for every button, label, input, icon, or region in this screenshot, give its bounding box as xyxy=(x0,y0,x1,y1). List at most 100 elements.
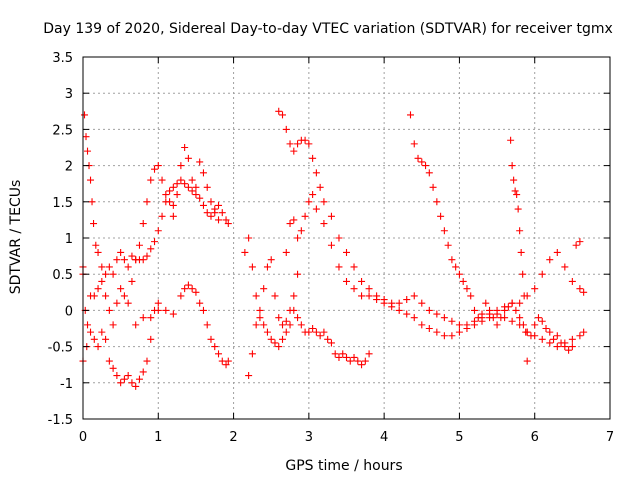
data-point xyxy=(275,343,283,351)
data-point xyxy=(294,314,302,322)
data-point xyxy=(203,183,211,191)
data-point xyxy=(105,263,113,271)
data-point xyxy=(267,256,275,264)
y-tick-label: -0.5 xyxy=(48,341,73,356)
data-point xyxy=(455,270,463,278)
data-point xyxy=(184,154,192,162)
data-point xyxy=(510,176,518,184)
y-tick-label: 1 xyxy=(65,232,73,247)
data-point xyxy=(154,162,162,170)
data-point xyxy=(406,111,414,119)
data-point xyxy=(425,325,433,332)
data-point xyxy=(429,183,437,191)
data-point xyxy=(301,136,309,144)
data-point xyxy=(459,277,467,285)
data-point xyxy=(169,183,177,191)
data-point xyxy=(90,220,98,228)
data-point xyxy=(188,285,196,293)
data-point xyxy=(282,328,290,336)
data-point xyxy=(224,357,232,365)
data-point xyxy=(139,314,147,322)
data-point xyxy=(98,263,106,271)
data-point xyxy=(218,209,226,217)
data-point xyxy=(309,191,317,199)
data-point xyxy=(245,234,253,242)
data-point xyxy=(568,335,576,343)
data-point xyxy=(256,314,264,322)
data-point xyxy=(173,180,181,188)
data-point xyxy=(572,241,580,249)
data-point xyxy=(132,382,140,390)
y-tick-label: 0.5 xyxy=(52,268,73,283)
data-point xyxy=(331,350,339,358)
data-point xyxy=(294,270,302,278)
data-point xyxy=(516,299,524,307)
data-point xyxy=(290,292,298,300)
y-tick-label: -1 xyxy=(60,377,73,392)
data-point xyxy=(128,252,136,260)
data-point xyxy=(154,227,162,235)
axes-layer: 0 1 2 3 4 5 6 7 -1.5 -1 -0.5 0 0.5 1 1.5 2 2.5 3 3.5 xyxy=(48,51,615,445)
data-point xyxy=(327,339,335,347)
data-point xyxy=(312,169,320,177)
data-point xyxy=(124,299,132,307)
data-point xyxy=(196,158,204,166)
data-point xyxy=(151,165,159,173)
data-point xyxy=(433,328,441,336)
series-sat-f xyxy=(245,306,373,380)
data-point xyxy=(568,343,576,351)
data-point xyxy=(410,140,418,148)
data-point xyxy=(290,216,298,224)
data-point xyxy=(166,187,174,195)
data-point xyxy=(365,350,373,358)
data-point xyxy=(316,332,324,340)
data-point xyxy=(343,277,350,285)
data-point xyxy=(497,314,505,322)
data-point xyxy=(248,350,256,358)
data-point xyxy=(327,212,335,220)
x-tick-label: 1 xyxy=(154,430,162,445)
data-point xyxy=(147,335,155,343)
data-point xyxy=(478,310,486,318)
data-point xyxy=(527,332,535,340)
data-point xyxy=(365,292,373,300)
data-point xyxy=(275,107,283,115)
data-point xyxy=(94,343,102,351)
data-point xyxy=(207,335,215,343)
data-point xyxy=(507,136,515,144)
data-point xyxy=(414,154,422,162)
data-point xyxy=(120,375,128,383)
data-point xyxy=(493,321,501,329)
data-point xyxy=(565,346,573,354)
data-point xyxy=(81,111,89,119)
data-point xyxy=(550,335,558,343)
data-point xyxy=(350,353,358,361)
data-point xyxy=(305,328,313,336)
series-sat-k xyxy=(507,136,531,365)
data-point xyxy=(102,270,110,278)
data-point xyxy=(117,285,125,293)
data-point xyxy=(105,357,113,365)
data-point xyxy=(580,288,588,296)
data-point xyxy=(448,256,456,264)
data-point xyxy=(279,111,287,119)
data-point xyxy=(279,335,287,343)
data-point xyxy=(493,310,501,318)
data-point xyxy=(98,277,106,285)
data-point xyxy=(169,310,177,318)
data-point xyxy=(350,285,358,293)
data-point xyxy=(215,201,223,209)
data-point xyxy=(531,285,539,293)
data-point xyxy=(147,176,155,184)
data-point xyxy=(158,212,166,220)
x-tick-label: 4 xyxy=(380,430,388,445)
y-tick-label: 1.5 xyxy=(52,196,73,211)
data-point xyxy=(290,147,298,155)
data-point xyxy=(199,201,207,209)
data-point xyxy=(166,198,174,206)
data-point xyxy=(82,133,90,141)
data-point xyxy=(305,140,313,148)
data-point xyxy=(437,212,445,220)
data-point xyxy=(514,205,522,213)
data-point xyxy=(222,361,230,369)
